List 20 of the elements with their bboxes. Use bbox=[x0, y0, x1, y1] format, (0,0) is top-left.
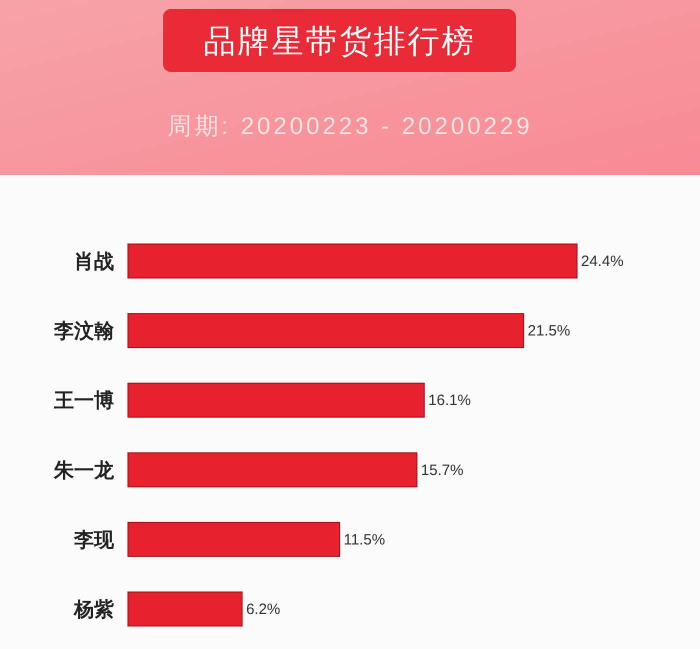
data-label: 16.1% bbox=[428, 392, 471, 410]
y-tick-label: 李现 bbox=[73, 529, 115, 552]
bar bbox=[128, 313, 524, 348]
y-tick-label: 李汶翰 bbox=[53, 320, 115, 343]
bar bbox=[128, 382, 425, 418]
bar bbox=[128, 244, 578, 278]
y-tick-label: 杨紫 bbox=[73, 598, 114, 621]
bar bbox=[128, 592, 243, 626]
y-tick-label: 肖战 bbox=[74, 251, 114, 273]
y-tick-label: 王一博 bbox=[53, 389, 114, 412]
bar bbox=[128, 522, 340, 557]
bar bbox=[128, 452, 418, 488]
data-label: 15.7% bbox=[420, 462, 464, 479]
data-label: 11.5% bbox=[344, 531, 386, 548]
chart-title: 品牌星带货排行榜 bbox=[204, 23, 476, 59]
y-tick-label: 朱一龙 bbox=[53, 460, 115, 482]
data-label: 6.2% bbox=[246, 601, 280, 618]
data-label: 21.5% bbox=[528, 322, 570, 340]
data-label: 24.4% bbox=[581, 253, 624, 270]
chart-subtitle: 周期: 20200223 - 20200229 bbox=[167, 113, 533, 140]
